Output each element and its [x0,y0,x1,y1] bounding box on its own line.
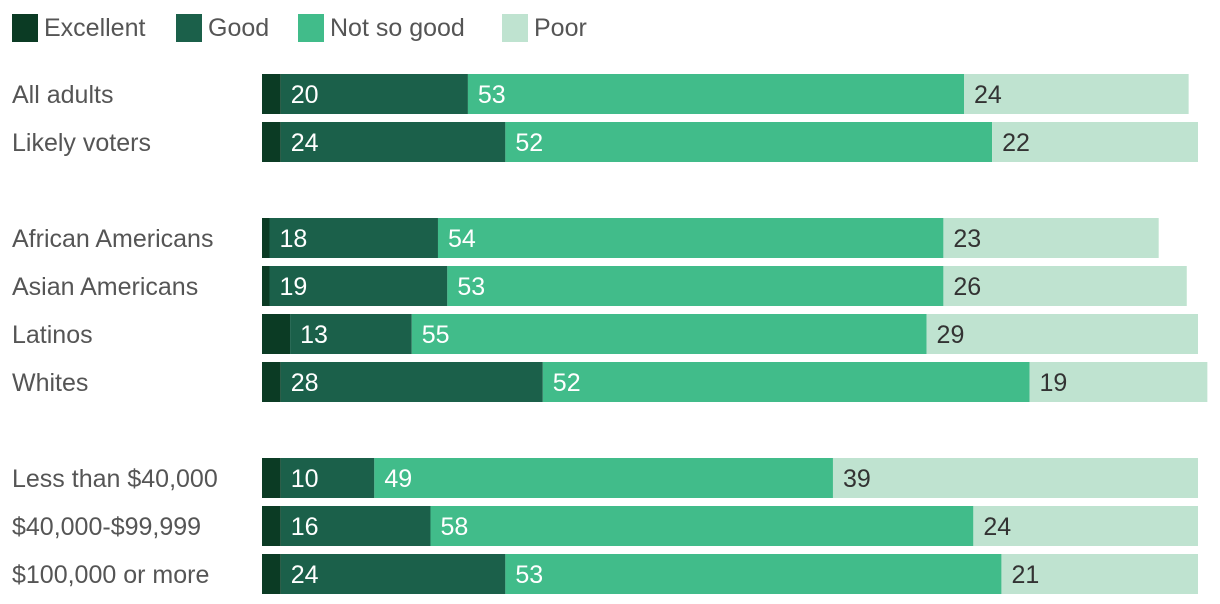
bar-good-whites [280,362,543,402]
bar-not-so-good-40-000-99-999 [430,506,974,546]
bar-not-so-good-asian-americans [447,266,944,306]
value-label-poor-likely-voters: 22 [1002,129,1030,157]
bar-excellent-all-adults [262,74,281,114]
category-label-whites: Whites [12,369,88,397]
legend-swatch-poor [502,14,528,42]
bar-excellent-100-000-or-more [262,554,281,594]
legend-swatch-not-so-good [298,14,324,42]
category-label-asian-americans: Asian Americans [12,273,198,301]
bar-excellent-likely-voters [262,122,281,162]
value-label-poor-african-americans: 23 [953,225,981,253]
bar-excellent-40-000-99-999 [262,506,281,546]
bar-not-so-good-likely-voters [505,122,993,162]
value-label-not-so-good-whites: 52 [553,369,581,397]
bar-poor-all-adults [964,74,1189,114]
bar-excellent-latinos [262,314,291,354]
bars: 20 53 24 24 52 22 18 54 23 19 53 26 13 55 29 28 52 19 10 49… [262,74,1208,594]
legend-label-good: Good [208,14,269,42]
value-label-not-so-good-latinos: 55 [422,321,450,349]
bar-poor-african-americans [943,218,1159,258]
value-label-not-so-good-all-adults: 53 [478,81,506,109]
bar-not-so-good-whites [542,362,1030,402]
value-label-not-so-good-less-than-40-000: 49 [384,465,412,493]
value-label-not-so-good-40-000-99-999: 58 [440,513,468,541]
category-label-100-000-or-more: $100,000 or more [12,561,209,589]
value-label-good-100-000-or-more: 24 [291,561,319,589]
value-label-good-likely-voters: 24 [291,129,319,157]
bar-good-40-000-99-999 [280,506,431,546]
category-label-40-000-99-999: $40,000-$99,999 [12,513,201,541]
legend-swatch-excellent [12,14,38,42]
category-labels: All adults Likely voters African Americans… [12,81,218,589]
value-label-poor-100-000-or-more: 21 [1011,561,1039,589]
bar-good-less-than-40-000 [280,458,375,498]
bar-good-100-000-or-more [280,554,506,594]
bar-excellent-asian-americans [262,266,270,306]
category-label-less-than-40-000: Less than $40,000 [12,465,218,493]
bar-poor-100-000-or-more [1001,554,1198,594]
category-label-all-adults: All adults [12,81,113,109]
category-label-african-americans: African Americans [12,225,213,253]
bar-not-so-good-less-than-40-000 [374,458,833,498]
legend-label-not-so-good: Not so good [330,14,465,42]
legend-label-excellent: Excellent [44,14,145,42]
value-label-poor-asian-americans: 26 [953,273,981,301]
bar-not-so-good-all-adults [467,74,964,114]
category-label-likely-voters: Likely voters [12,129,151,157]
bar-good-asian-americans [269,266,448,306]
bar-poor-less-than-40-000 [832,458,1198,498]
bar-excellent-less-than-40-000 [262,458,281,498]
legend-label-poor: Poor [534,14,587,42]
category-label-latinos: Latinos [12,321,93,349]
bar-not-so-good-african-americans [437,218,944,258]
bar-good-latinos [290,314,412,354]
bar-poor-likely-voters [992,122,1198,162]
value-label-poor-latinos: 29 [937,321,965,349]
value-label-good-african-americans: 18 [279,225,307,253]
value-label-poor-whites: 19 [1040,369,1068,397]
value-label-good-asian-americans: 19 [279,273,307,301]
value-label-good-latinos: 13 [300,321,328,349]
bar-poor-whites [1029,362,1208,402]
bar-good-likely-voters [280,122,506,162]
bar-poor-40-000-99-999 [973,506,1198,546]
value-label-not-so-good-african-americans: 54 [448,225,476,253]
bar-poor-latinos [926,314,1198,354]
value-label-not-so-good-100-000-or-more: 53 [515,561,543,589]
value-label-good-40-000-99-999: 16 [291,513,319,541]
bar-excellent-african-americans [262,218,270,258]
bar-not-so-good-latinos [411,314,927,354]
value-label-not-so-good-likely-voters: 52 [515,129,543,157]
value-label-poor-all-adults: 24 [974,81,1002,109]
value-label-poor-less-than-40-000: 39 [843,465,871,493]
value-label-poor-40-000-99-999: 24 [983,513,1011,541]
bar-good-african-americans [269,218,438,258]
bar-poor-asian-americans [943,266,1187,306]
legend: Excellent Good Not so good Poor [12,14,587,42]
value-label-not-so-good-asian-americans: 53 [457,273,485,301]
legend-swatch-good [176,14,202,42]
value-label-good-whites: 28 [291,369,319,397]
bar-excellent-whites [262,362,281,402]
value-label-good-less-than-40-000: 10 [291,465,319,493]
value-label-good-all-adults: 20 [291,81,319,109]
bar-good-all-adults [280,74,468,114]
bar-not-so-good-100-000-or-more [505,554,1002,594]
